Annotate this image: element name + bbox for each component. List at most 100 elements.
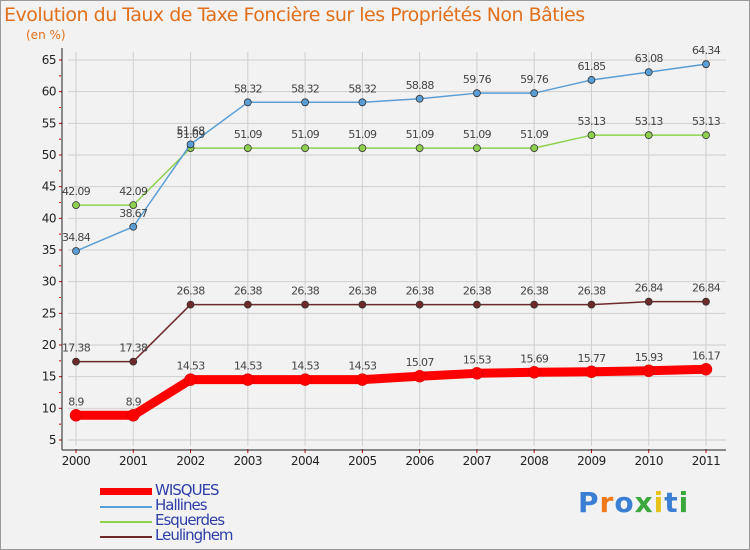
y-tick-label: 35 — [42, 243, 56, 257]
point-wisques — [241, 373, 255, 386]
point-esquerdes — [301, 144, 309, 152]
data-label-leulinghem: 26.84 — [692, 282, 721, 295]
x-tick-label: 2011 — [692, 454, 721, 468]
data-label-wisques: 16.17 — [692, 349, 721, 362]
point-wisques — [413, 369, 426, 383]
y-tick-label: 60 — [42, 85, 56, 99]
x-tick-label: 2003 — [234, 454, 263, 468]
point-leulinghem — [186, 300, 195, 309]
point-wisques — [298, 373, 312, 386]
data-label-esquerdes: 51.09 — [291, 128, 320, 141]
legend-swatch-esquerdes — [100, 521, 152, 523]
x-tick-label: 2007 — [463, 454, 492, 468]
data-label-wisques: 15.07 — [406, 356, 435, 369]
point-wisques — [127, 409, 140, 422]
data-label-leulinghem: 26.38 — [520, 285, 549, 298]
data-labels: 17.38 17.38 26.38 26.38 26.38 26.38 26.38 26.38… — [62, 44, 721, 408]
point-wisques — [585, 365, 598, 379]
point-hallines — [702, 60, 710, 69]
data-label-hallines: 58.32 — [234, 82, 262, 95]
axes: 5 10 15 20 25 30 35 40 45 50 55 60 65 2000 2001 2002 200… — [42, 48, 726, 468]
point-hallines — [358, 98, 367, 107]
point-leulinghem — [415, 300, 424, 309]
data-label-hallines: 59.76 — [520, 73, 549, 86]
y-tick-label: 45 — [42, 180, 56, 194]
x-tick-label: 2004 — [291, 454, 320, 468]
data-label-esquerdes: 51.09 — [234, 128, 263, 141]
point-leulinghem — [702, 297, 710, 306]
legend-swatch-wisques — [100, 488, 152, 495]
data-label-leulinghem: 26.38 — [291, 285, 320, 298]
data-label-hallines: 38.67 — [119, 207, 148, 220]
proxiti-logo: Proxiti — [578, 486, 690, 519]
data-label-leulinghem: 17.38 — [62, 342, 91, 355]
point-leulinghem — [243, 300, 252, 309]
series-line-esquerdes — [75, 134, 707, 206]
y-tick-label: 25 — [42, 306, 56, 320]
y-tick-label: 40 — [42, 211, 56, 225]
point-hallines — [473, 89, 481, 98]
data-label-esquerdes: 53.13 — [692, 115, 721, 128]
data-label-hallines: 51.68 — [177, 124, 206, 137]
x-tick-label: 2005 — [348, 454, 377, 468]
legend-label-wisques: WISQUES — [155, 481, 220, 499]
data-label-hallines: 34.84 — [62, 231, 91, 244]
point-wisques — [184, 373, 197, 386]
data-label-hallines: 63.08 — [635, 52, 664, 65]
data-label-leulinghem: 26.38 — [177, 285, 206, 298]
data-label-wisques: 15.53 — [463, 353, 492, 366]
y-tick-label: 5 — [49, 433, 56, 447]
series-layer — [69, 60, 713, 422]
point-hallines — [587, 76, 596, 84]
data-label-esquerdes: 51.09 — [348, 128, 377, 141]
data-label-wisques: 15.93 — [635, 351, 664, 364]
y-unit-label: (en %) — [26, 28, 66, 42]
series-line-leulinghem — [75, 300, 707, 363]
data-label-hallines: 58.88 — [406, 79, 435, 92]
data-label-esquerdes: 51.09 — [177, 128, 206, 141]
data-label-hallines: 58.32 — [348, 82, 376, 95]
point-esquerdes — [702, 131, 710, 140]
data-label-wisques: 14.53 — [177, 360, 206, 373]
point-leulinghem — [644, 297, 653, 306]
chart-title: Evolution du Taux de Taxe Foncière sur l… — [4, 4, 585, 26]
legend-swatch-leulinghem — [100, 536, 152, 538]
point-esquerdes — [530, 144, 539, 152]
point-esquerdes — [72, 201, 80, 209]
point-wisques — [69, 409, 83, 422]
point-hallines — [644, 68, 653, 77]
point-leulinghem — [473, 300, 481, 309]
data-label-leulinghem: 26.38 — [577, 285, 606, 298]
point-leulinghem — [301, 300, 309, 309]
x-tick-label: 2006 — [405, 454, 434, 468]
data-label-leulinghem: 26.38 — [234, 285, 263, 298]
y-tick-label: 50 — [42, 148, 56, 162]
point-esquerdes — [358, 144, 367, 152]
data-label-esquerdes: 51.09 — [406, 128, 435, 141]
x-tick-label: 2002 — [176, 454, 205, 468]
point-leulinghem — [72, 357, 80, 366]
data-label-leulinghem: 17.38 — [119, 342, 148, 355]
data-label-esquerdes: 51.09 — [520, 128, 549, 141]
point-esquerdes — [473, 144, 481, 152]
legend-swatch-hallines — [100, 506, 152, 508]
point-esquerdes — [243, 144, 252, 152]
data-label-wisques: 14.53 — [291, 360, 320, 373]
point-leulinghem — [358, 300, 367, 309]
point-wisques — [642, 364, 655, 378]
point-hallines — [301, 98, 309, 107]
x-tick-label: 2001 — [119, 454, 148, 468]
data-label-leulinghem: 26.84 — [635, 282, 664, 295]
point-esquerdes — [415, 144, 424, 152]
data-label-wisques: 14.53 — [234, 360, 263, 373]
data-label-leulinghem: 26.38 — [348, 285, 377, 298]
data-label-esquerdes: 53.13 — [635, 115, 664, 128]
data-label-leulinghem: 26.38 — [463, 285, 492, 298]
data-label-hallines: 61.85 — [577, 60, 606, 73]
grid-lines — [68, 52, 726, 446]
y-tick-label: 10 — [42, 401, 56, 415]
legend-label-hallines: Hallines — [155, 496, 208, 514]
point-leulinghem — [530, 300, 539, 309]
y-tick-label: 15 — [42, 370, 56, 384]
point-leulinghem — [587, 300, 596, 309]
